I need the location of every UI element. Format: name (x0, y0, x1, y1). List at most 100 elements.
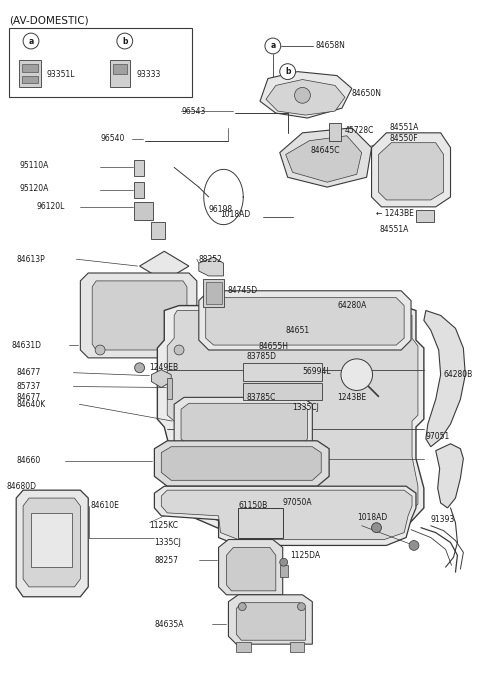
Bar (206, 282, 221, 303)
Text: 96543: 96543 (181, 107, 205, 115)
Text: b: b (285, 67, 290, 76)
Bar (236, 642, 251, 652)
Text: 84655H: 84655H (258, 342, 288, 350)
Text: 96540: 96540 (100, 134, 124, 143)
Text: (AV-DOMESTIC): (AV-DOMESTIC) (9, 15, 89, 25)
Text: 84550F: 84550F (389, 134, 418, 143)
Circle shape (238, 603, 246, 611)
Bar (280, 565, 288, 577)
Polygon shape (23, 498, 80, 587)
Bar (113, 64, 127, 73)
Polygon shape (286, 136, 362, 182)
Text: 1243BE: 1243BE (337, 393, 366, 402)
Text: 64280B: 64280B (444, 370, 473, 379)
Polygon shape (260, 71, 352, 118)
Polygon shape (157, 305, 424, 542)
Polygon shape (206, 298, 404, 345)
Text: 84677: 84677 (16, 393, 40, 402)
Circle shape (409, 540, 419, 550)
Circle shape (135, 363, 144, 373)
Polygon shape (92, 281, 187, 350)
Bar (151, 222, 165, 240)
Text: 1018AD: 1018AD (220, 210, 251, 219)
Text: 1018AD: 1018AD (357, 513, 387, 522)
Polygon shape (378, 143, 444, 200)
Bar (110, 60, 130, 87)
Text: 93351L: 93351L (47, 70, 75, 79)
Circle shape (174, 345, 184, 355)
Text: 96120L: 96120L (37, 203, 65, 211)
Bar (238, 508, 283, 538)
Text: 96198: 96198 (209, 206, 233, 215)
Text: 95120A: 95120A (19, 184, 48, 193)
Circle shape (95, 345, 105, 355)
Bar (133, 161, 144, 176)
Text: 64280A: 64280A (337, 301, 366, 310)
Text: 83785C: 83785C (246, 393, 276, 402)
Text: 91393: 91393 (431, 515, 455, 524)
Polygon shape (16, 490, 88, 597)
Circle shape (372, 523, 382, 533)
Text: 56994L: 56994L (302, 367, 331, 376)
Text: 84631D: 84631D (11, 340, 41, 350)
Bar (203, 279, 225, 307)
Text: 84645C: 84645C (311, 146, 340, 155)
Text: 1335CJ: 1335CJ (155, 538, 181, 547)
Text: 84635A: 84635A (155, 620, 184, 629)
Text: 97051: 97051 (426, 433, 450, 441)
Bar (9, 28, 192, 97)
Polygon shape (174, 397, 312, 451)
Polygon shape (155, 487, 416, 545)
Text: 97050A: 97050A (283, 498, 312, 507)
Text: ← 1243BE: ← 1243BE (376, 209, 414, 218)
Text: b: b (122, 36, 128, 45)
Text: 84551A: 84551A (380, 225, 409, 234)
Circle shape (298, 603, 305, 611)
Text: 1335CJ: 1335CJ (293, 403, 320, 412)
Polygon shape (155, 441, 329, 487)
Text: 83785D: 83785D (246, 352, 276, 361)
Text: 84677: 84677 (16, 368, 40, 377)
Polygon shape (236, 603, 305, 640)
Text: a: a (28, 36, 34, 45)
Polygon shape (181, 403, 307, 446)
Text: 45728C: 45728C (345, 127, 374, 136)
Polygon shape (167, 310, 418, 535)
Text: 88257: 88257 (155, 556, 179, 565)
Circle shape (280, 559, 288, 566)
Text: 84680D: 84680D (6, 482, 36, 491)
Polygon shape (424, 310, 465, 447)
Text: 88252: 88252 (199, 254, 223, 264)
Bar (19, 60, 41, 87)
Bar (22, 64, 38, 71)
Polygon shape (218, 540, 283, 595)
Polygon shape (228, 595, 312, 644)
Text: 84650N: 84650N (352, 89, 382, 98)
Text: 84658N: 84658N (315, 41, 345, 50)
Polygon shape (199, 257, 224, 276)
Text: 84745D: 84745D (228, 287, 258, 295)
Text: 84640K: 84640K (16, 400, 46, 409)
Polygon shape (151, 370, 171, 387)
Polygon shape (140, 251, 189, 281)
Polygon shape (372, 133, 451, 207)
Circle shape (117, 33, 132, 49)
Text: 85737: 85737 (16, 382, 40, 391)
Polygon shape (266, 80, 345, 115)
Bar (416, 210, 434, 222)
Text: 1125DA: 1125DA (290, 551, 321, 560)
Circle shape (295, 87, 311, 103)
Bar (289, 642, 304, 652)
Text: 1125KC: 1125KC (149, 521, 179, 531)
Text: 84651: 84651 (286, 326, 310, 335)
Bar (31, 513, 72, 567)
Bar (22, 75, 38, 83)
Bar (243, 382, 322, 401)
Bar (133, 202, 154, 219)
Circle shape (265, 38, 281, 54)
Text: 84660: 84660 (16, 456, 40, 465)
Text: 1249EB: 1249EB (149, 363, 179, 373)
Bar (133, 182, 144, 198)
Circle shape (341, 359, 372, 391)
Bar (329, 123, 341, 140)
